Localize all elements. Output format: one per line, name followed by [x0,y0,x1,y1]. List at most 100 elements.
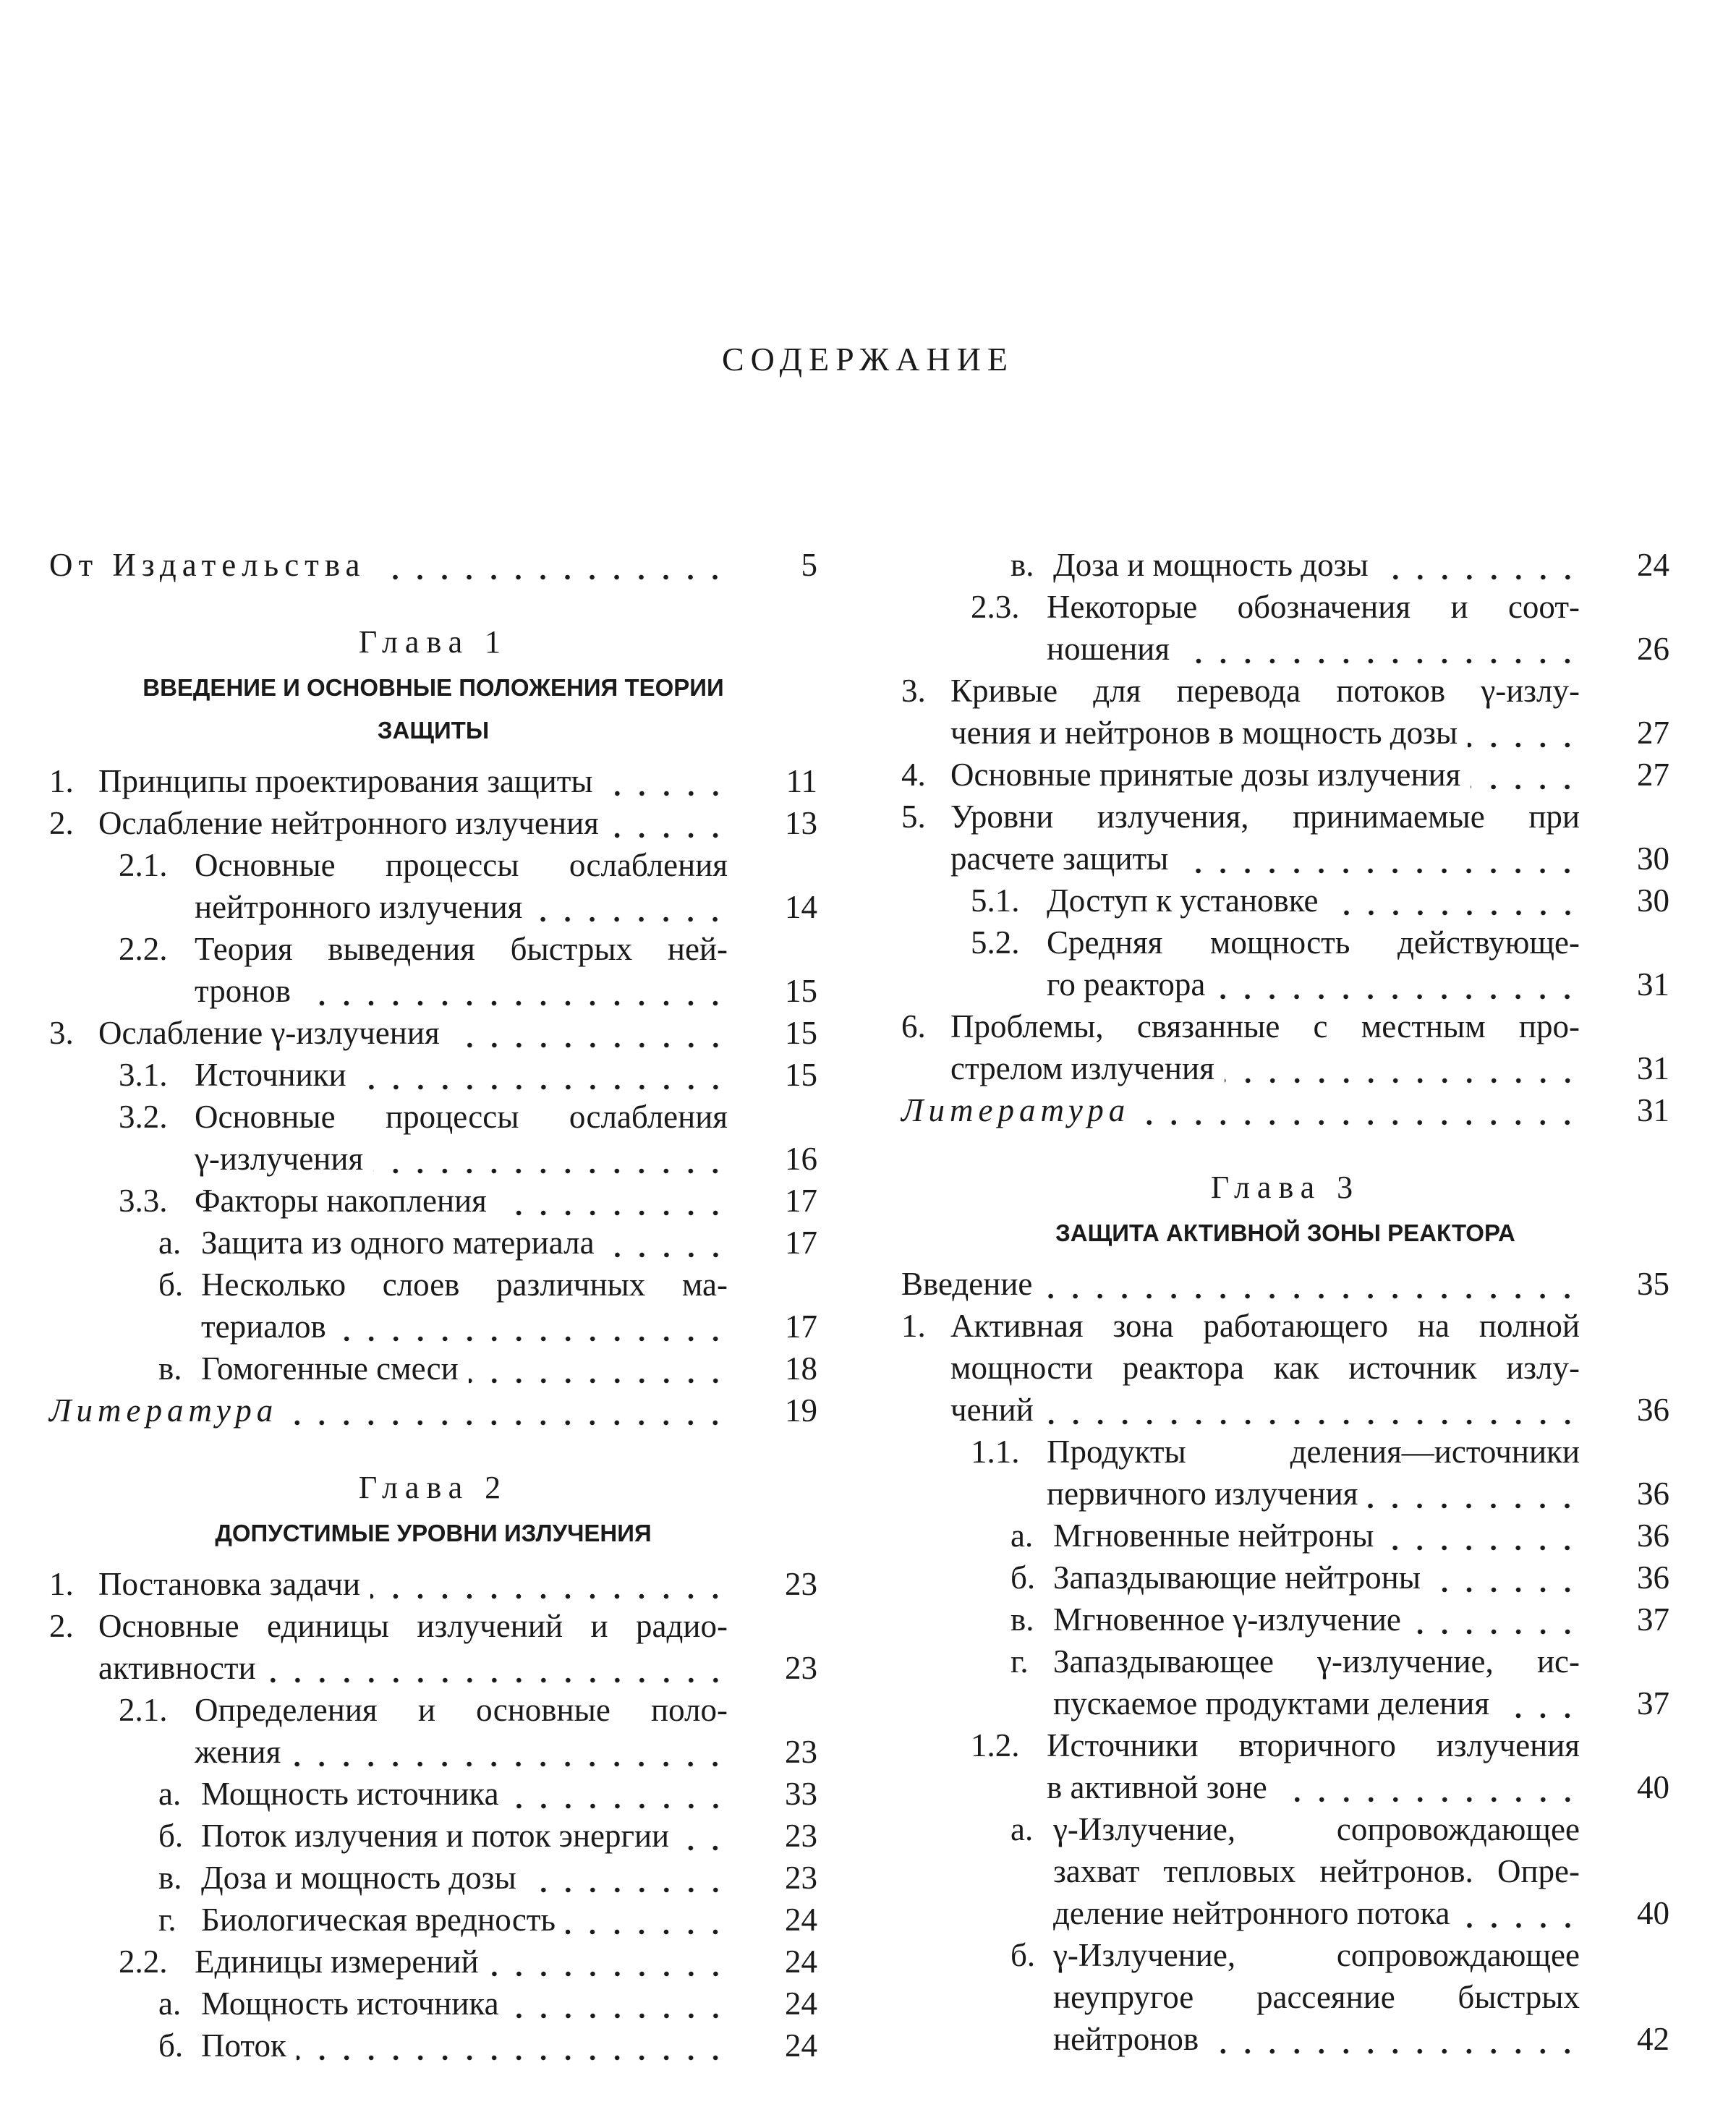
toc-entry: в. Доза и мощность дозы 24 [901,544,1669,586]
line-text: Средняя мощность действующе- [1047,924,1580,961]
dot-leader [370,1563,728,1605]
dot-leader [291,1731,728,1773]
dot-leader [1410,1599,1580,1640]
entry-line: Основные процессы ослабления [195,1096,728,1138]
line-text: Несколько слоев различных ма- [201,1267,728,1303]
toc-entry: Введение 35 [901,1263,1669,1305]
line-text: чения и нейтронов в мощность дозы [950,715,1458,751]
line-text: От Издательства [49,547,366,583]
line-text: мощности реактора как источник излу- [950,1350,1580,1386]
entry-line: го реактора [1047,963,1580,1005]
chapter-label: Глава 2 [358,1470,509,1505]
entry-number: 1. [49,763,74,799]
line-text: активности [98,1650,256,1686]
toc-entry: 2.1. Определения и основные поло-жения 23 [49,1689,817,1773]
entry-line: Основные единицы излучений и радио- [98,1605,728,1647]
line-text: Запаздывающие нейтроны [1053,1559,1421,1596]
entry-line: пускаемое продуктами деления [1053,1682,1580,1724]
page-number: 35 [1637,1266,1669,1302]
page-number: 17 [785,1308,817,1345]
entry-text: γ-Излучение, сопровождающее неупругое рас… [1053,1934,1580,2060]
toc-entry: а. γ-Излучение, сопровождающее захват тепл… [901,1808,1669,1934]
entry-line: мощности реактора как источник излу- [950,1347,1580,1389]
entry-text: Защита из одного материала [201,1222,728,1264]
line-text: го реактора [1047,966,1206,1003]
entry-line: Определения и основные поло- [195,1689,728,1731]
dot-leader [1042,1263,1580,1305]
entry-line: Основные процессы ослабления [195,844,728,886]
chapter-label: Глава 3 [1210,1170,1361,1205]
line-text: пускаемое продуктами деления [1053,1685,1490,1721]
entry-line: чения и нейтронов в мощность дозы [950,712,1580,754]
dot-leader [488,1941,728,1983]
line-text: Ослабление нейтронного излучения [98,805,599,841]
line-text: Принципы проектирования защиты [98,763,593,799]
dot-leader [1460,1892,1580,1934]
entry-line: Постановка задачи [98,1563,728,1605]
entry-number: в. [158,1350,182,1387]
page-number: 40 [1637,1769,1669,1805]
entry-number: а. [1010,1518,1034,1554]
toc-entry: а. Мощность источника 33 [49,1773,817,1815]
entry-text: Проблемы, связанные с местным про-стрело… [950,1005,1580,1089]
entry-number: 3.3. [119,1183,168,1219]
entry-text: Доза и мощность дозы [201,1857,728,1899]
dot-leader [526,1857,728,1899]
entry-line: Уровни излучения, принимаемые при [950,796,1580,838]
line-text: γ-излучения [195,1141,364,1177]
line-text: Поток [201,2027,286,2064]
toc-entry: а. Защита из одного материала 17 [49,1222,817,1264]
entry-line: Источники [195,1054,728,1096]
entry-line: Доступ к установке [1047,880,1580,921]
line-text: Основные единицы излучений и радио- [98,1608,728,1644]
heading-line: ЗАЩИТЫ [377,717,490,744]
page-number: 15 [785,973,817,1009]
page-number: 42 [1637,2021,1669,2057]
line-text: нейтронов [1053,2021,1199,2057]
entry-line: териалов [201,1306,728,1348]
entry-line: стрелом излучения [950,1047,1580,1089]
line-text: Доступ к установке [1047,882,1319,919]
entry-number: а. [1010,1811,1034,1847]
toc-entry: 3. Кривые для перевода потоков γ-излу-чен… [901,670,1669,754]
entry-text: Источники вторичного излучения в активной… [1047,1724,1580,1808]
page-number: 24 [785,2027,817,2064]
dot-leader [296,2025,728,2066]
entry-text: Ослабление γ-излучения [98,1012,728,1054]
page-number: 15 [785,1015,817,1051]
line-text: Активная зона работающего на полной [950,1308,1580,1344]
page-number: 27 [1637,715,1669,751]
page-number: 16 [785,1141,817,1177]
entry-number: 3. [901,673,926,709]
toc-entry: 2.3. Некоторые обозначения и соот-ношения… [901,586,1669,670]
entry-number: 6. [901,1008,926,1044]
entry-text: Основные принятые дозы излучения [950,754,1580,796]
page-number: 15 [785,1057,817,1093]
dot-leader [375,544,728,586]
page-number: 23 [785,1566,817,1602]
page-number: 36 [1637,1476,1669,1512]
entry-number: 2. [49,805,74,841]
entry-number: 1.1. [971,1434,1020,1470]
line-text: Доза и мощность дозы [1053,547,1369,583]
line-text: Проблемы, связанные с местным про- [950,1008,1580,1044]
title: СОДЕРЖАНИЕ [721,341,1015,378]
entry-text: Запаздывающие нейтроны [1053,1557,1580,1599]
toc-entry: 3.1. Источники 15 [49,1054,817,1096]
heading-line: ВВЕДЕНИЕ И ОСНОВНЫЕ ПОЛОЖЕНИЯ ТЕОРИИ [142,674,724,701]
toc-entry: г. Биологическая вредность 24 [49,1899,817,1941]
entry-number: 2.2. [119,1944,168,1980]
entry-line: Мощность источника [201,1773,728,1815]
entry-number: б. [1010,1937,1036,1973]
dot-leader [566,1899,728,1941]
line-text: жения [195,1734,281,1770]
entry-number: в. [158,1860,182,1896]
entry-line: захват тепловых нейтронов. Опре- [1053,1850,1580,1892]
page-number: 36 [1637,1559,1669,1596]
dot-leader [1178,838,1580,880]
line-text: Мгновенное γ-излучение [1053,1601,1401,1638]
toc-entry: 2. Основные единицы излучений и радио-акт… [49,1605,817,1689]
line-text: Мощность источника [201,1776,499,1812]
entry-line: в активной зоне [1047,1766,1580,1808]
entry-text: Поток [201,2025,728,2066]
